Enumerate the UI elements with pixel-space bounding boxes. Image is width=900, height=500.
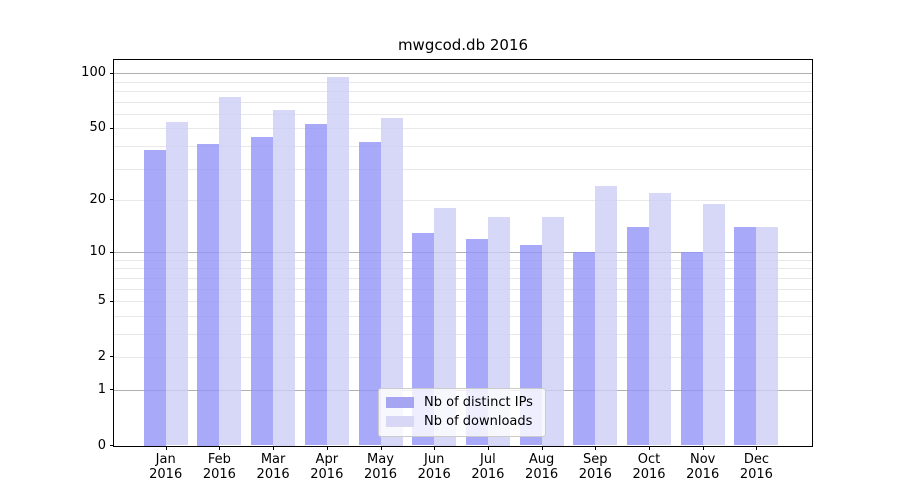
bar-nb-of-distinct-ips-nov	[680, 252, 703, 446]
bar-nb-of-downloads-nov	[702, 203, 725, 446]
legend-swatch	[386, 416, 414, 427]
gridline-minor	[114, 315, 812, 317]
bar-nb-of-downloads-feb	[219, 97, 242, 446]
x-tick-label-dec: Dec 2016	[739, 452, 773, 482]
x-tick-aug	[541, 446, 543, 450]
y-tick-label-50: 50	[89, 120, 106, 136]
x-tick-may	[380, 446, 382, 450]
x-tick-mar	[273, 446, 275, 450]
gridline-minor	[114, 333, 812, 335]
x-tick-jan	[165, 446, 167, 450]
x-tick-label-jun: Jun 2016	[417, 452, 451, 482]
y-tick-100	[110, 72, 114, 74]
bar-nb-of-distinct-ips-oct	[627, 227, 649, 446]
gridline-major	[114, 73, 812, 75]
y-tick-label-1: 1	[97, 381, 106, 397]
bar-nb-of-distinct-ips-apr	[304, 123, 327, 446]
gridline-minor	[114, 91, 812, 92]
bar-nb-of-downloads-jan	[165, 122, 188, 446]
legend-item: Nb of distinct IPs	[386, 395, 537, 410]
gridline-minor	[114, 113, 812, 115]
bar-nb-of-downloads-may	[380, 118, 403, 446]
y-tick-1	[110, 389, 114, 391]
y-tick-0	[110, 445, 114, 446]
chart-title: mwgcod.db 2016	[397, 36, 529, 54]
y-tick-10	[110, 251, 114, 253]
bar-nb-of-downloads-jun	[434, 208, 457, 446]
x-tick-label-feb: Feb 2016	[202, 452, 236, 482]
x-tick-label-jul: Jul 2016	[471, 452, 505, 482]
gridline-minor	[114, 288, 812, 290]
y-tick-label-100: 100	[81, 65, 106, 81]
legend-item-label: Nb of downloads	[424, 414, 533, 429]
gridline-minor	[114, 101, 812, 103]
gridline-major	[114, 252, 812, 254]
y-tick-2	[110, 356, 114, 358]
x-tick-label-jan: Jan 2016	[149, 452, 183, 482]
x-tick-jul	[487, 446, 489, 450]
x-tick-apr	[326, 446, 328, 450]
gridline-minor	[114, 199, 812, 201]
plot-area	[114, 60, 812, 446]
y-tick-5	[110, 300, 114, 302]
y-tick-50	[110, 127, 114, 129]
gridline-minor	[114, 81, 812, 83]
x-tick-label-sep: Sep 2016	[578, 452, 612, 482]
x-tick-label-may: May 2016	[363, 452, 398, 482]
bar-nb-of-distinct-ips-jan	[143, 150, 166, 446]
y-tick-20	[110, 199, 114, 201]
bar-nb-of-distinct-ips-may	[358, 142, 381, 446]
y-tick-label-0: 0	[97, 437, 106, 453]
legend: Nb of distinct IPs Nb of downloads	[378, 388, 546, 437]
y-tick-label-20: 20	[89, 191, 106, 207]
bar-nb-of-downloads-dec	[756, 227, 779, 446]
bar-nb-of-downloads-aug	[541, 217, 564, 446]
gridline-minor	[114, 268, 812, 270]
gridline-minor	[114, 356, 812, 358]
x-tick-label-apr: Apr 2016	[310, 452, 344, 482]
bar-nb-of-distinct-ips-mar	[251, 136, 274, 446]
bar-nb-of-distinct-ips-sep	[573, 252, 596, 446]
legend-item: Nb of downloads	[386, 414, 537, 429]
gridline-minor	[114, 301, 812, 302]
bar-nb-of-downloads-apr	[326, 77, 349, 446]
x-tick-nov	[702, 446, 704, 450]
gridline-minor	[114, 146, 812, 147]
y-tick-label-2: 2	[97, 348, 106, 364]
y-tick-label-5: 5	[97, 293, 106, 308]
bar-nb-of-downloads-oct	[649, 192, 671, 446]
x-tick-label-nov: Nov 2016	[686, 452, 720, 482]
bar-nb-of-downloads-sep	[595, 185, 618, 446]
x-tick-oct	[649, 446, 650, 450]
gridline-minor	[114, 259, 812, 261]
x-tick-label-aug: Aug 2016	[525, 452, 559, 482]
legend-swatch	[386, 397, 414, 408]
x-tick-sep	[595, 446, 597, 450]
x-tick-feb	[219, 446, 221, 450]
gridline-minor	[114, 128, 812, 130]
x-tick-jun	[434, 446, 436, 450]
x-tick-dec	[756, 446, 758, 450]
gridline-minor	[114, 277, 812, 279]
bar-nb-of-distinct-ips-feb	[197, 144, 220, 446]
x-tick-label-mar: Mar 2016	[256, 452, 290, 482]
gridline-minor	[114, 168, 812, 170]
x-tick-label-oct: Oct 2016	[632, 452, 666, 482]
bar-nb-of-downloads-mar	[273, 110, 296, 446]
legend-item-label: Nb of distinct IPs	[424, 395, 533, 410]
y-tick-label-10: 10	[89, 244, 106, 260]
bar-nb-of-distinct-ips-dec	[734, 227, 757, 446]
